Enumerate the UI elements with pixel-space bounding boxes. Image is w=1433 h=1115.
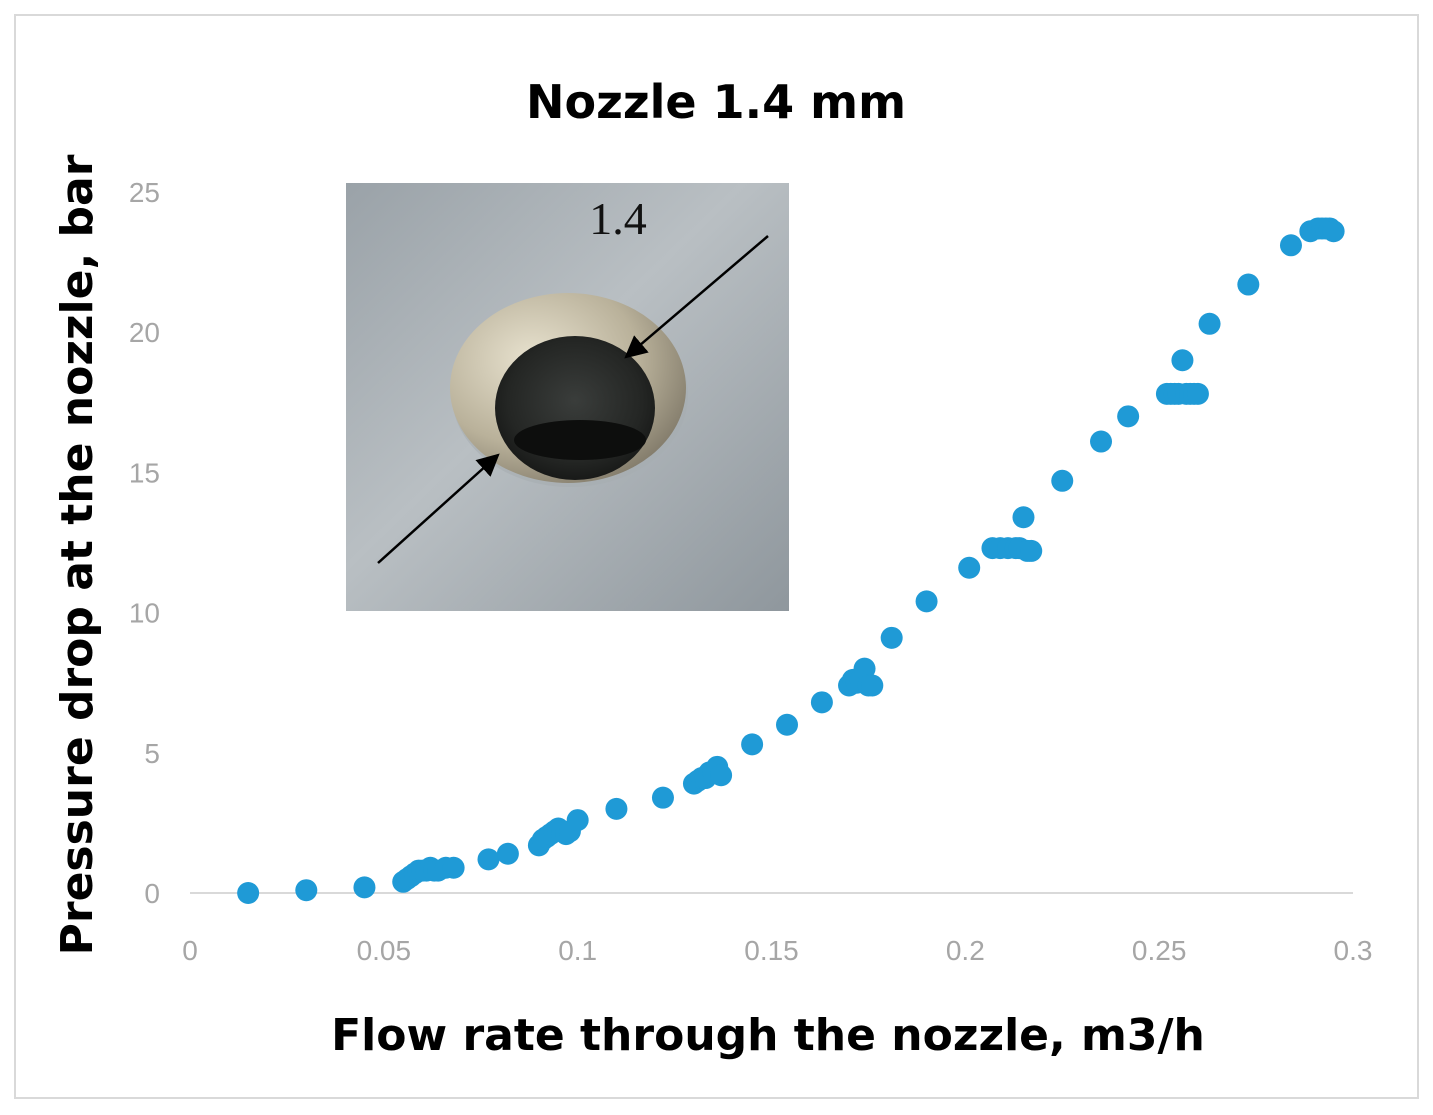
data-point	[1051, 469, 1074, 492]
x-tick-label: 0.2	[946, 935, 985, 966]
data-point	[1090, 430, 1113, 453]
y-tick-label: 0	[144, 878, 160, 909]
y-tick-label: 10	[129, 598, 160, 629]
data-point	[915, 590, 938, 613]
data-point	[605, 797, 628, 820]
dimension-arrow-top	[624, 235, 769, 359]
x-tick-label: 0.25	[1132, 935, 1187, 966]
x-tick-label: 0.05	[357, 935, 412, 966]
x-tick-label: 0	[182, 935, 198, 966]
data-point	[496, 842, 519, 865]
data-point	[710, 764, 733, 787]
data-point	[651, 786, 674, 809]
y-axis-label: Pressure drop at the nozzle, bar	[52, 154, 103, 955]
x-tick-labels: 0 0.05 0.1 0.15 0.2 0.25 0.3	[182, 935, 1372, 966]
dimension-arrow-bottom	[377, 453, 500, 564]
data-point	[1237, 273, 1260, 296]
data-point	[776, 713, 799, 736]
data-point	[1279, 234, 1302, 257]
y-tick-label: 20	[129, 317, 160, 348]
data-point	[566, 809, 589, 832]
data-point	[1198, 312, 1221, 335]
x-tick-label: 0.3	[1334, 935, 1373, 966]
data-point	[1020, 539, 1043, 562]
data-point	[1117, 405, 1140, 428]
data-point	[853, 657, 876, 680]
data-point	[810, 691, 833, 714]
data-point	[1012, 506, 1035, 529]
nozzle-inset-photo: 1.4	[346, 183, 789, 611]
data-point	[861, 674, 884, 697]
data-point	[958, 556, 981, 579]
y-tick-label: 25	[129, 177, 160, 208]
x-tick-label: 0.1	[558, 935, 597, 966]
inset-dimension-label: 1.4	[589, 193, 647, 244]
data-point	[1171, 349, 1194, 372]
data-point	[1186, 382, 1209, 405]
data-point	[1322, 220, 1345, 243]
y-tick-labels: 0 5 10 15 20 25	[129, 177, 160, 909]
data-point	[741, 733, 764, 756]
data-point	[237, 882, 260, 904]
data-point	[477, 848, 500, 871]
y-tick-label: 15	[129, 457, 160, 488]
data-points	[237, 217, 1345, 904]
data-point	[353, 876, 376, 899]
chart-title: Nozzle 1.4 mm	[526, 75, 906, 129]
data-point	[295, 879, 318, 902]
x-tick-label: 0.15	[744, 935, 799, 966]
y-tick-label: 5	[144, 738, 160, 769]
data-point	[880, 626, 903, 649]
data-point	[442, 856, 465, 879]
x-axis-label: Flow rate through the nozzle, m3/h	[331, 1010, 1205, 1061]
